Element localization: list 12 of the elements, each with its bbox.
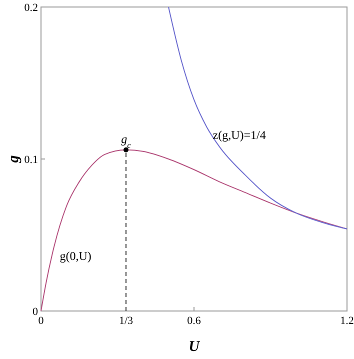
line-series xyxy=(168,6,348,230)
y-tick-label: 0 xyxy=(32,306,38,318)
x-tick-label: 1/3 xyxy=(118,315,134,327)
series-label: g(0,U) xyxy=(60,248,92,263)
x-tick-label: 1.2 xyxy=(340,315,354,327)
y-tick-label: 0.1 xyxy=(24,154,38,166)
annotation: g$_{c}$ xyxy=(121,132,132,150)
x-tick-label: 0.6 xyxy=(187,315,202,327)
x-axis-title: U xyxy=(188,339,201,355)
y-axis-title: g xyxy=(6,154,22,164)
y-tick-label: 0.2 xyxy=(24,2,38,14)
series-label: z(g,U)=1/4 xyxy=(212,128,266,142)
